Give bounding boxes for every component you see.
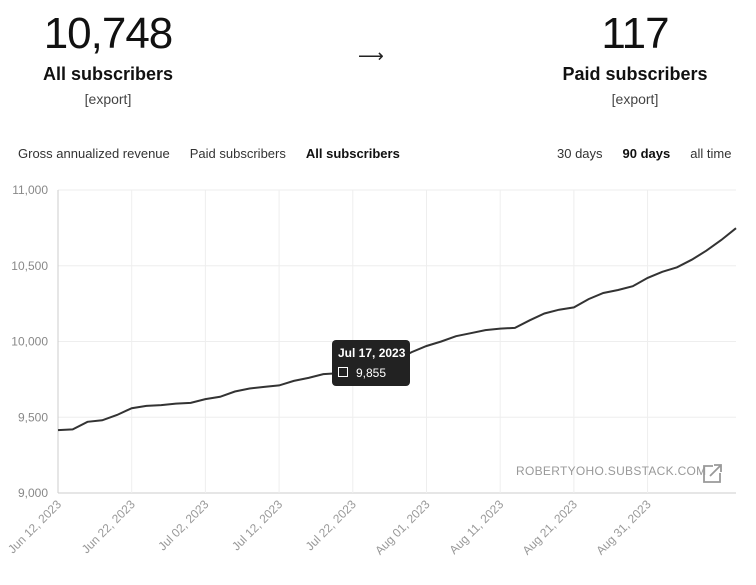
x-tick-label: Jun 12, 2023	[5, 497, 64, 556]
subscribers-chart[interactable]: 11,000 10,500 10,000 9,500 9,000 Jun 12, 202…	[0, 178, 756, 585]
range-all-time[interactable]: all time	[690, 146, 732, 161]
x-tick-label: Jul 22, 2023	[303, 497, 359, 553]
x-tick-label: Jul 02, 2023	[155, 497, 211, 553]
external-link-icon[interactable]	[703, 464, 722, 483]
arrow-icon: ⟶	[358, 46, 384, 66]
series-swatch-icon	[338, 367, 348, 377]
y-tick-label: 10,000	[11, 335, 48, 349]
x-tick-label: Jul 12, 2023	[229, 497, 285, 553]
paid-subscribers-count: 117	[601, 9, 669, 58]
paid-subscribers-label: Paid subscribers	[562, 64, 708, 84]
all-subscribers-export-link[interactable]: [export]	[84, 91, 132, 107]
y-tick-label: 10,500	[11, 259, 48, 273]
x-tick-label: Aug 31, 2023	[593, 497, 654, 558]
y-tick-label: 9,500	[18, 410, 48, 424]
paid-subscribers-export-link[interactable]: [export]	[611, 91, 659, 107]
tab-gross-annualized-revenue[interactable]: Gross annualized revenue	[18, 146, 170, 161]
metric-tabs: Gross annualized revenue Paid subscriber…	[18, 146, 420, 161]
series-line-all-subscribers	[57, 227, 737, 432]
tooltip-date: Jul 17, 2023	[338, 346, 406, 360]
x-tick-label: Jun 22, 2023	[79, 497, 138, 556]
x-tick-label: Aug 01, 2023	[372, 497, 433, 558]
range-tabs: 30 days 90 days all time	[557, 146, 731, 161]
y-tick-label: 11,000	[12, 183, 48, 197]
x-tick-label: Aug 21, 2023	[520, 497, 581, 558]
range-90-days[interactable]: 90 days	[622, 146, 671, 161]
all-subscribers-count: 10,748	[43, 9, 174, 58]
y-tick-label: 9,000	[18, 486, 48, 500]
paid-subscribers-stat: 117 Paid subscribers [export]	[550, 9, 720, 108]
tooltip-value: 9,855	[356, 366, 387, 380]
all-subscribers-label: All subscribers	[42, 64, 174, 84]
all-subscribers-stat: 10,748 All subscribers [export]	[18, 9, 198, 108]
x-tick-label: Aug 11, 2023	[447, 497, 507, 557]
tab-paid-subscribers[interactable]: Paid subscribers	[189, 146, 286, 161]
tab-all-subscribers[interactable]: All subscribers	[305, 146, 400, 161]
chart-tooltip: Jul 17, 2023 9,855	[332, 340, 410, 386]
watermark-text: ROBERTYOHO.SUBSTACK.COM	[516, 464, 706, 478]
range-30-days[interactable]: 30 days	[557, 146, 603, 161]
